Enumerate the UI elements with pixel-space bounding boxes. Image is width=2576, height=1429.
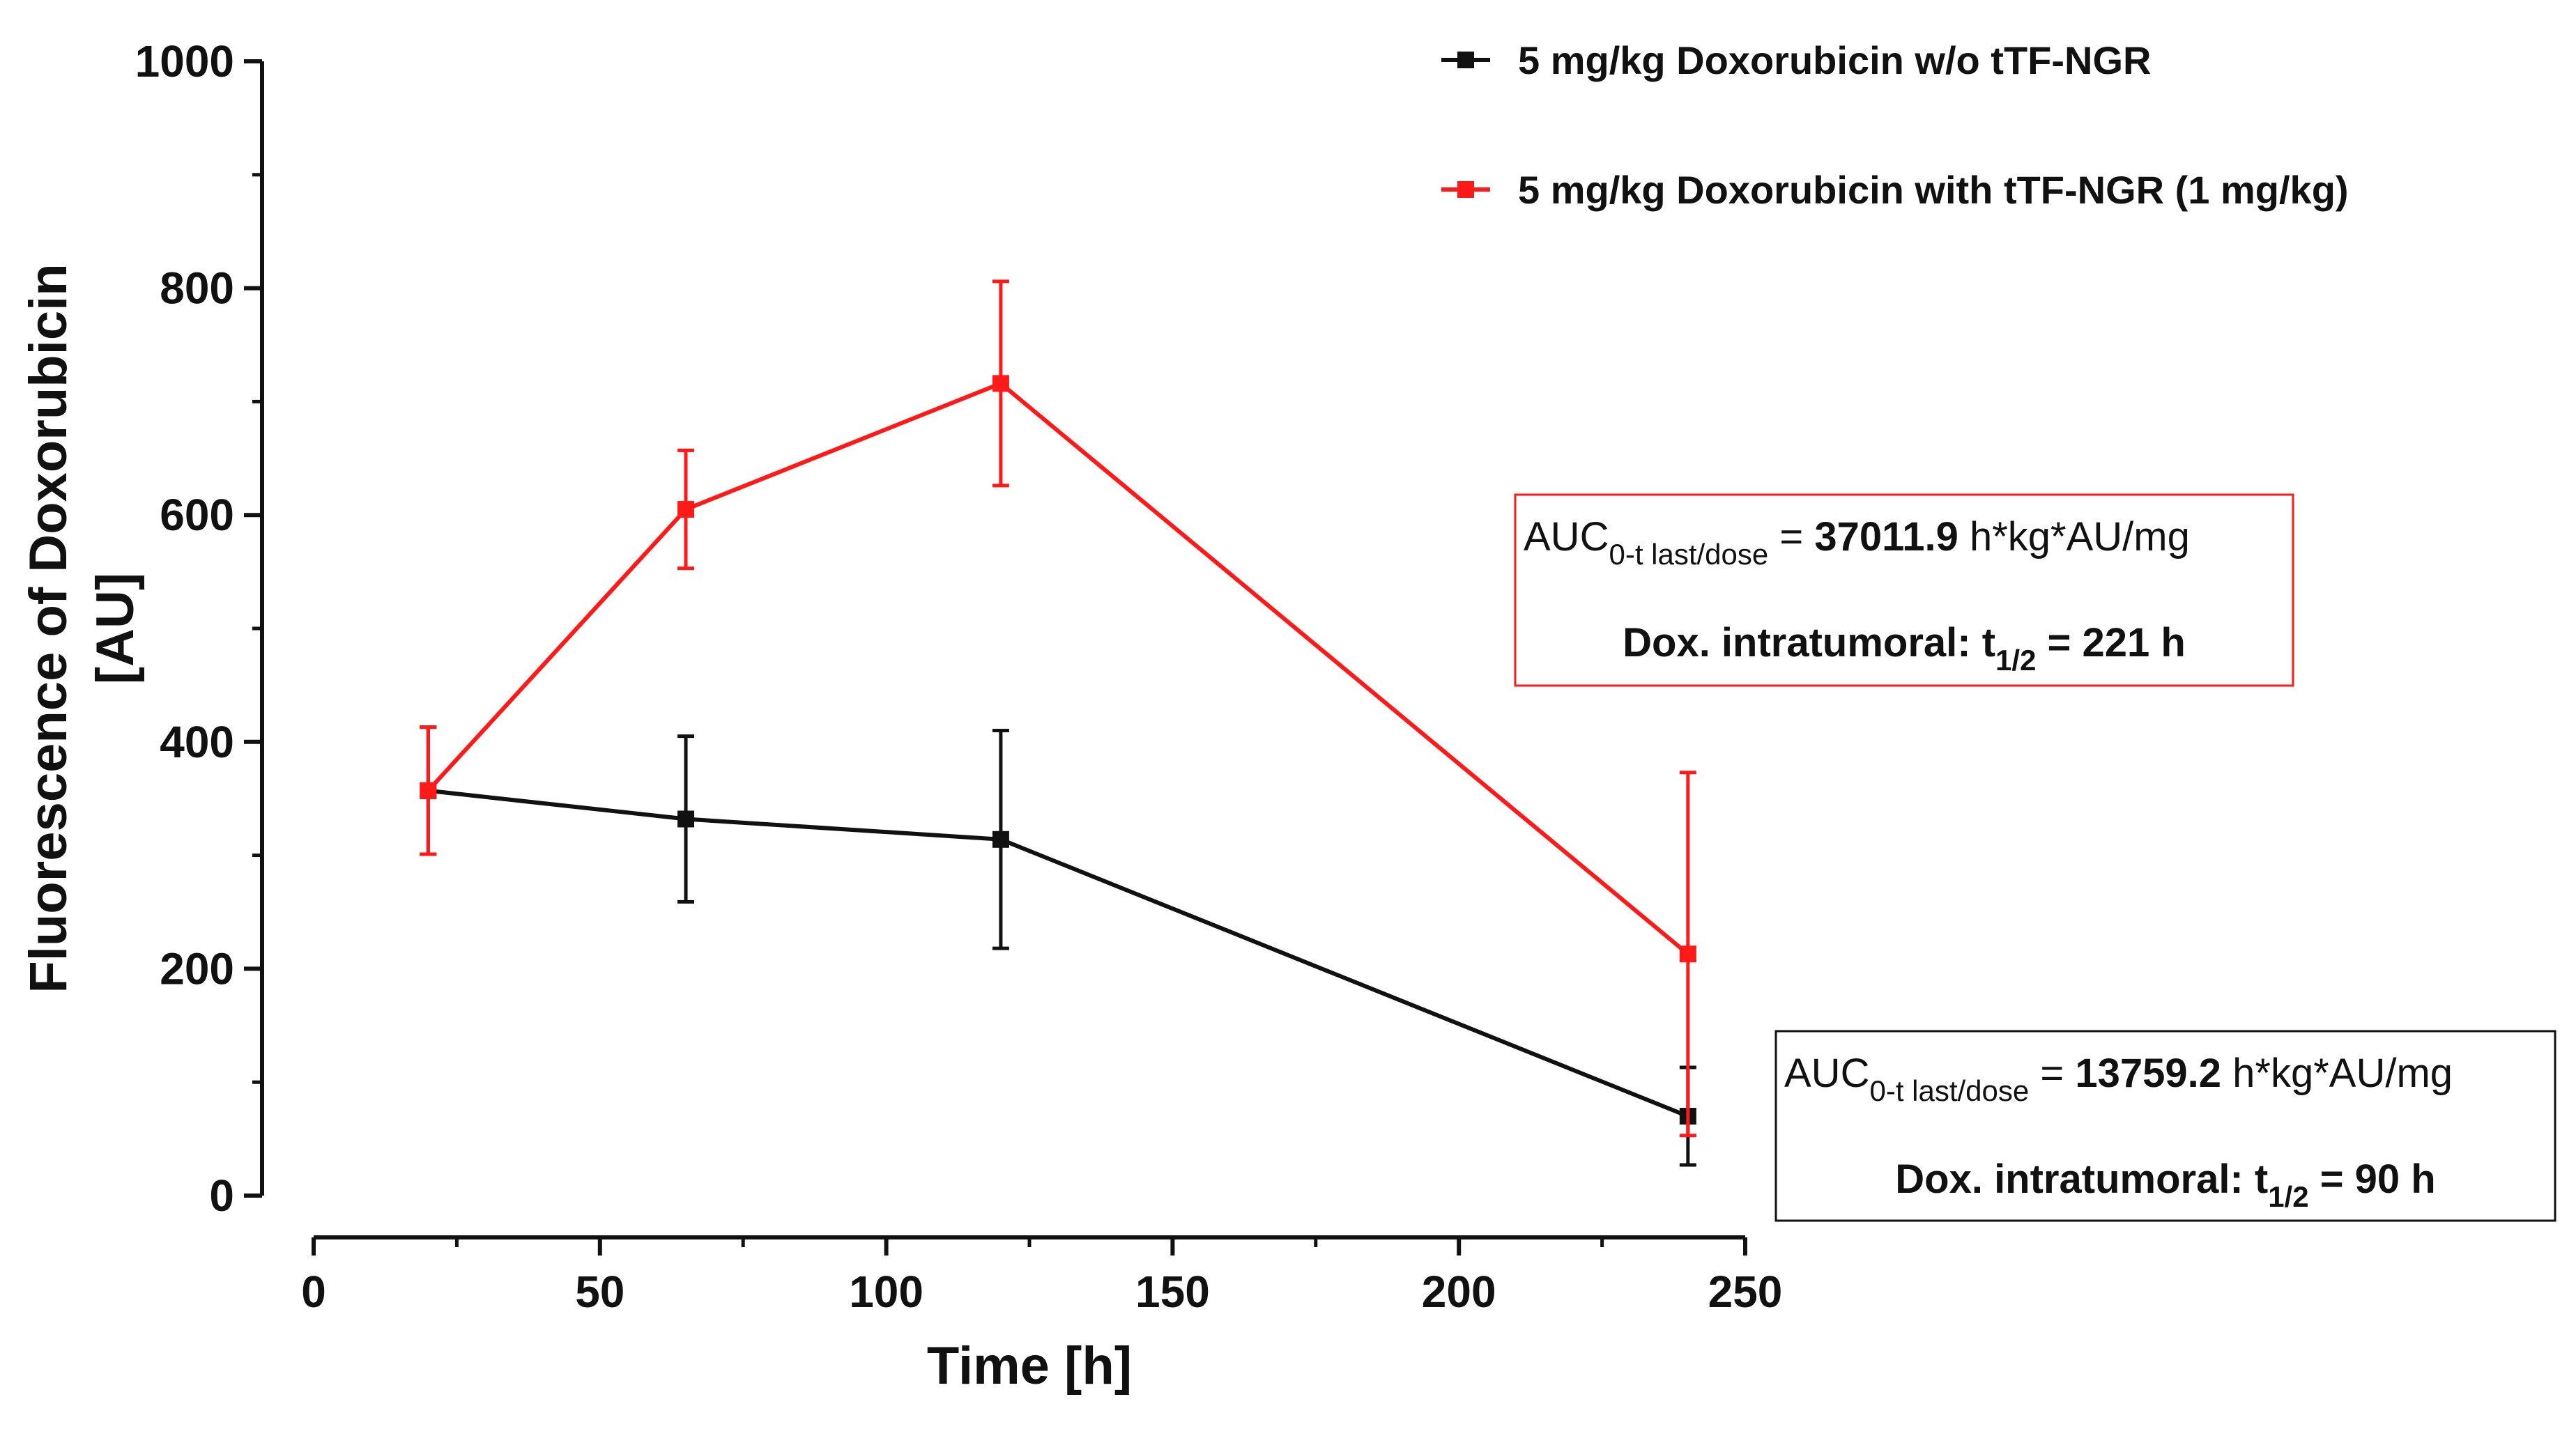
annotation-box-red: AUC0-t last/dose = 37011.9 h*kg*AU/mg Do… [1514,493,2294,687]
axis-ticks: 0 200 400 600 800 1000 0 50 100 150 200 250 [135,36,1783,1317]
annotation-box-red-frame [1514,493,2294,687]
half-life-prefix-black: Dox. intratumoral: t [1895,1157,2268,1202]
half-life-value-black: = 90 h [2309,1157,2436,1202]
y-axis-title-line2: [AU] [86,573,145,684]
auc-equals-black: = [2029,1051,2075,1096]
legend: 5 mg/kg Doxorubicin w/o tTF-NGR 5 mg/kg … [1441,38,2349,212]
half-life-line-black: Dox. intratumoral: t1/2 = 90 h [1895,1157,2435,1213]
y-axis-title: Fluorescence of Doxorubicin [AU] [19,263,145,993]
data-point [677,810,695,828]
annotation-box-black: AUC0-t last/dose = 13759.2 h*kg*AU/mg Do… [1774,1030,2556,1222]
series-without-ttf-ngr [420,725,1696,1167]
x-tick-label: 50 [575,1267,624,1317]
auc-value-black: 13759.2 [2075,1051,2221,1096]
data-point [992,375,1009,392]
series-line [427,381,1689,956]
half-life-prefix-red: Dox. intratumoral: t [1623,620,1995,665]
y-tick-label: 600 [160,490,234,540]
x-tick-label: 200 [1422,1267,1496,1317]
auc-unit-black: h*kg*AU/mg [2221,1051,2453,1096]
auc-subscript-red: 0-t last/dose [1609,538,1768,571]
series-with-ttf-ngr [420,279,1696,1138]
y-tick-label: 200 [160,943,234,994]
data-point [1679,945,1696,963]
auc-line-black: AUC0-t last/dose = 13759.2 h*kg*AU/mg [1784,1051,2453,1107]
legend-item-red: 5 mg/kg Doxorubicin with tTF-NGR (1 mg/k… [1441,168,2349,212]
auc-prefix-black: AUC [1784,1051,1869,1096]
x-tick-label: 100 [849,1267,923,1317]
half-life-subscript-red: 1/2 [1995,644,2036,677]
y-tick-label: 400 [160,717,234,767]
half-life-value-red: = 221 h [2036,620,2185,665]
legend-label-black: 5 mg/kg Doxorubicin w/o tTF-NGR [1518,38,2151,82]
annotation-box-black-frame [1774,1030,2556,1222]
half-life-subscript-black: 1/2 [2268,1180,2308,1213]
auc-equals-red: = [1768,514,1814,559]
x-axis-title: Time [h] [927,1336,1132,1396]
x-tick-label: 0 [301,1267,326,1317]
data-point [677,501,695,518]
legend-swatch-marker-black [1457,52,1474,68]
series-line [427,788,1689,1118]
y-axis-title-line1: Fluorescence of Doxorubicin [19,263,78,993]
auc-prefix-red: AUC [1524,514,1609,559]
auc-subscript-black: 0-t last/dose [1869,1074,2029,1107]
x-tick-label: 250 [1708,1267,1783,1317]
legend-label-red: 5 mg/kg Doxorubicin with tTF-NGR (1 mg/k… [1518,168,2349,212]
data-point [420,782,437,799]
half-life-line-red: Dox. intratumoral: t1/2 = 221 h [1623,620,2186,677]
x-tick-label: 150 [1135,1267,1210,1317]
y-tick-label: 1000 [135,36,234,86]
legend-item-black: 5 mg/kg Doxorubicin w/o tTF-NGR [1441,38,2151,82]
y-tick-label: 0 [209,1171,234,1221]
y-tick-label: 800 [160,263,234,314]
data-point [992,831,1009,848]
series-layer [420,279,1696,1167]
auc-value-red: 37011.9 [1814,514,1958,559]
auc-unit-red: h*kg*AU/mg [1958,514,2190,559]
legend-swatch-marker-red [1457,181,1474,198]
auc-line-red: AUC0-t last/dose = 37011.9 h*kg*AU/mg [1524,514,2190,571]
